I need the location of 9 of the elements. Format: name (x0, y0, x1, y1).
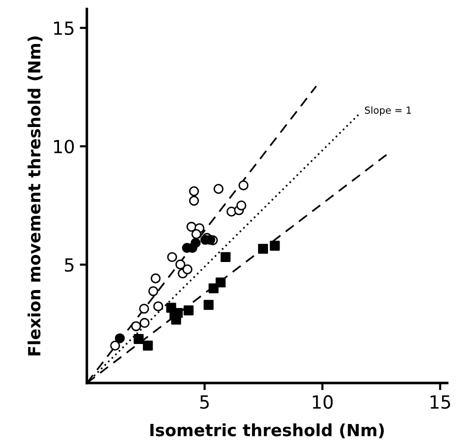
y-tick-label: 5 (64, 258, 74, 272)
y-axis-title: Flexion movement threshold (Nm) (28, 36, 42, 356)
x-tick-label: 10 (312, 395, 333, 409)
annotation: Slope = 1 (364, 106, 411, 116)
x-axis-title: Isometric threshold (Nm) (150, 423, 384, 438)
x-tick-label: 15 (430, 395, 450, 409)
y-tick-label: 15 (54, 22, 74, 36)
y-tick-label: 10 (54, 140, 74, 154)
x-tick-label: 5 (200, 395, 209, 409)
